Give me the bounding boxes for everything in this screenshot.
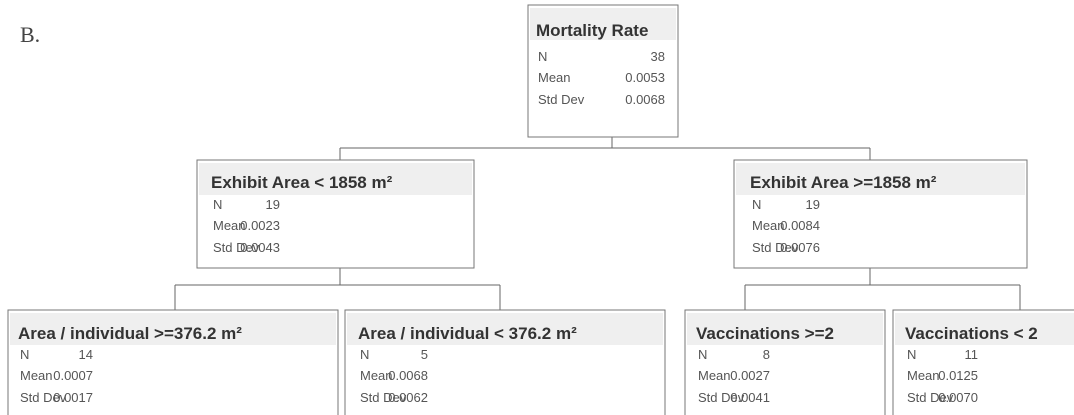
connector xyxy=(339,137,871,160)
stat-value: 0.0070 xyxy=(938,390,978,405)
stat-label: Std Dev xyxy=(360,390,407,405)
node-title-bar xyxy=(687,313,883,345)
stat-value: 0.0068 xyxy=(625,92,665,107)
node-title: Exhibit Area < 1858 m² xyxy=(211,173,393,192)
panel-label: B. xyxy=(20,22,40,47)
stat-label: N xyxy=(907,347,916,362)
stat-value: 0.0068 xyxy=(388,368,428,383)
stat-value: 14 xyxy=(79,347,93,362)
connector xyxy=(174,268,501,310)
stat-label: N xyxy=(360,347,369,362)
stat-label: N xyxy=(538,49,547,64)
stat-label: N xyxy=(20,347,29,362)
node-title: Mortality Rate xyxy=(536,21,648,40)
stat-value: 0.0043 xyxy=(240,240,280,255)
stat-value: 0.0017 xyxy=(53,390,93,405)
node-title-bar xyxy=(736,163,1025,195)
connectors xyxy=(174,137,1021,310)
stat-label: Mean xyxy=(360,368,393,383)
stat-label: Mean xyxy=(538,70,571,85)
stat-value: 0.0007 xyxy=(53,368,93,383)
node-title: Vaccinations >=2 xyxy=(696,324,834,343)
node-title: Area / individual < 376.2 m² xyxy=(358,324,577,343)
node-title-bar xyxy=(530,8,676,40)
stat-value: 0.0027 xyxy=(730,368,770,383)
stat-value: 0.0076 xyxy=(780,240,820,255)
stat-value: 0.0084 xyxy=(780,218,820,233)
stat-value: 5 xyxy=(421,347,428,362)
stat-label: Mean xyxy=(213,218,246,233)
node-title-bar xyxy=(895,313,1074,345)
stat-label: Mean xyxy=(698,368,731,383)
node-title: Vaccinations < 2 xyxy=(905,324,1038,343)
stat-label: Std Dev xyxy=(538,92,585,107)
stat-label: Std Dev xyxy=(907,390,954,405)
stat-value: 0.0023 xyxy=(240,218,280,233)
stat-label: Mean xyxy=(752,218,785,233)
stat-label: Std Dev xyxy=(752,240,799,255)
stat-label: N xyxy=(213,197,222,212)
stat-label: Std Dev xyxy=(20,390,67,405)
stat-label: N xyxy=(752,197,761,212)
stat-value: 0.0125 xyxy=(938,368,978,383)
node-title: Exhibit Area >=1858 m² xyxy=(750,173,937,192)
stat-value: 11 xyxy=(965,347,979,362)
stat-value: 0.0041 xyxy=(730,390,770,405)
node-title-bar xyxy=(10,313,336,345)
stat-label: Std Dev xyxy=(213,240,260,255)
stat-value: 38 xyxy=(651,49,665,64)
node-title-bar xyxy=(199,163,472,195)
stat-value: 19 xyxy=(266,197,280,212)
stat-label: Mean xyxy=(20,368,53,383)
stat-label: N xyxy=(698,347,707,362)
stat-value: 0.0062 xyxy=(388,390,428,405)
stat-value: 19 xyxy=(806,197,820,212)
connector xyxy=(744,268,1021,310)
node-title-bar xyxy=(347,313,663,345)
stat-value: 0.0053 xyxy=(625,70,665,85)
stat-label: Std Dev xyxy=(698,390,745,405)
stat-label: Mean xyxy=(907,368,940,383)
stat-value: 8 xyxy=(763,347,770,362)
node-title: Area / individual >=376.2 m² xyxy=(18,324,242,343)
